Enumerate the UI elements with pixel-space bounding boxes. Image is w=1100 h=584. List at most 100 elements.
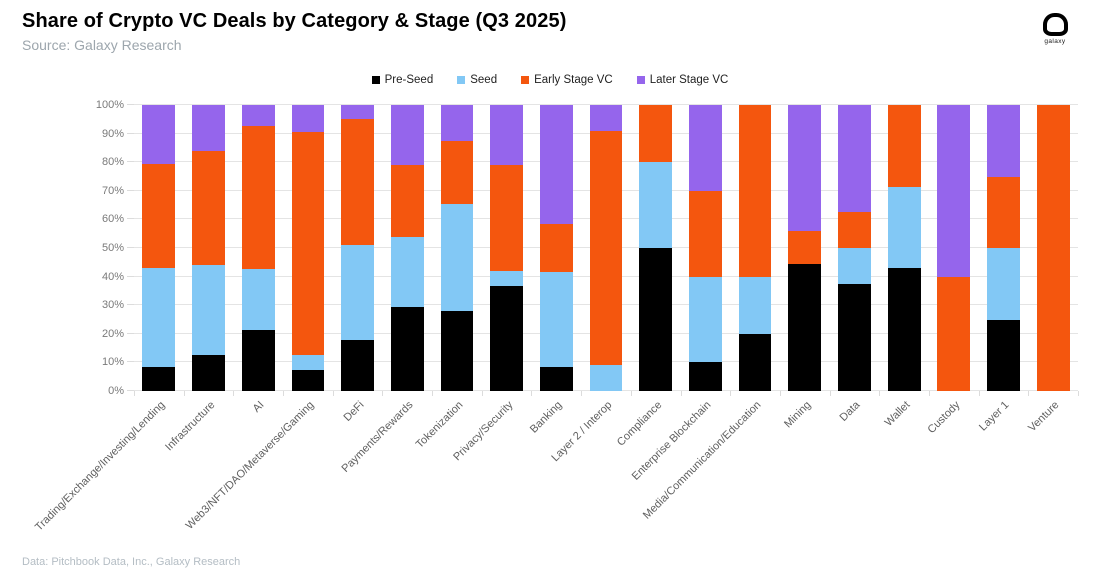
stacked-bar [142, 105, 176, 391]
bar-column [979, 105, 1029, 391]
bar-segment [390, 306, 424, 391]
bar-segment [937, 105, 971, 277]
galaxy-logo-icon [1042, 13, 1068, 36]
bar-segment [192, 150, 225, 266]
bar-segment [987, 176, 1020, 248]
bar-column [283, 105, 333, 391]
x-category-label: Banking [528, 399, 565, 436]
legend-item: Early Stage VC [521, 74, 613, 86]
bar-segment [639, 162, 673, 248]
bar-column [233, 105, 283, 391]
chart-header: Share of Crypto VC Deals by Category & S… [22, 10, 566, 53]
stacked-bar [838, 105, 871, 391]
bar-segment [142, 105, 176, 164]
y-tick [127, 275, 134, 277]
bar-column [681, 105, 731, 391]
x-tick [879, 391, 881, 396]
bar-segment [291, 355, 325, 370]
legend-label: Later Stage VC [649, 74, 729, 86]
bar-segment [788, 105, 822, 231]
bar-segment [738, 105, 772, 277]
bar-segment [838, 105, 871, 213]
bar-segment [589, 365, 623, 391]
stacked-bar [390, 105, 424, 391]
bar-column [631, 105, 681, 391]
bar-segment [241, 125, 275, 269]
x-tick [332, 391, 334, 396]
bar-segment [887, 186, 921, 269]
bar-column [382, 105, 432, 391]
y-tick [127, 218, 134, 220]
bar-segment [639, 248, 673, 391]
y-tick-label: 10% [101, 356, 124, 369]
y-tick-label: 70% [101, 184, 124, 197]
bar-segment [987, 105, 1020, 177]
x-tick [630, 391, 632, 396]
bar-segment [291, 369, 325, 391]
bar-segment [341, 339, 374, 391]
bar-column [333, 105, 383, 391]
stacked-bar [1036, 105, 1070, 391]
bar-segment [689, 276, 722, 363]
x-tick [581, 391, 583, 396]
bar-segment [937, 276, 971, 391]
bar-segment [639, 105, 673, 163]
bar-column [532, 105, 582, 391]
x-category-label: Data [837, 399, 863, 424]
bar-segment [291, 105, 325, 133]
bar-segment [589, 130, 623, 366]
bar-segment [838, 283, 871, 391]
bar-segment [738, 276, 772, 334]
bar-segment [192, 355, 225, 391]
bar-segment [738, 333, 772, 391]
y-tick-label: 20% [101, 327, 124, 340]
bar-segment [987, 319, 1020, 391]
bar-segment [390, 236, 424, 307]
bar-segment [838, 248, 871, 284]
bar-segment [192, 265, 225, 356]
bar-segment [341, 105, 374, 120]
x-tick [978, 391, 980, 396]
bar-segment [1036, 105, 1070, 391]
bar-column [929, 105, 979, 391]
y-tick [127, 304, 134, 306]
y-tick-label: 80% [101, 156, 124, 169]
bar-column [482, 105, 532, 391]
bar-segment [142, 268, 176, 367]
stacked-bar [788, 105, 822, 391]
bar-segment [390, 105, 424, 166]
x-tick [183, 391, 185, 396]
legend-item: Seed [457, 74, 497, 86]
bar-segment [142, 163, 176, 269]
bar-column [879, 105, 929, 391]
legend-swatch-icon [457, 76, 466, 84]
bar-column [830, 105, 880, 391]
x-tick [432, 391, 434, 396]
stacked-bar [291, 105, 325, 391]
x-category-label: Trading/Exchange/Investing/Lending [32, 399, 168, 534]
y-tick [127, 332, 134, 334]
stacked-bar [539, 105, 573, 391]
chart-plot-area: 0% 10% 20% 30% 40% 50% 60% 70% 80% 90% 100% Tradin… [33, 99, 1079, 533]
chart-footnote: Data: Pitchbook Data, Inc., Galaxy Resea… [22, 556, 241, 568]
bar-segment [490, 105, 524, 166]
stacked-bar [887, 105, 921, 391]
stacked-bar [689, 105, 722, 391]
x-category-label: AI [250, 399, 267, 415]
y-tick [127, 104, 134, 105]
x-tick [779, 391, 781, 396]
y-tick [127, 132, 134, 134]
bar-segment [142, 366, 176, 391]
stacked-bar [937, 105, 971, 391]
bar-segment [887, 105, 921, 187]
bar-segment [788, 230, 822, 264]
legend-swatch-icon [636, 76, 645, 84]
bar-column [134, 105, 184, 391]
x-tick [730, 391, 732, 396]
chart-source: Source: Galaxy Research [22, 37, 182, 53]
bar-segment [390, 165, 424, 237]
stacked-bar [639, 105, 673, 391]
gridline [134, 104, 1078, 105]
legend-swatch-icon [371, 76, 380, 84]
bar-segment [341, 245, 374, 340]
